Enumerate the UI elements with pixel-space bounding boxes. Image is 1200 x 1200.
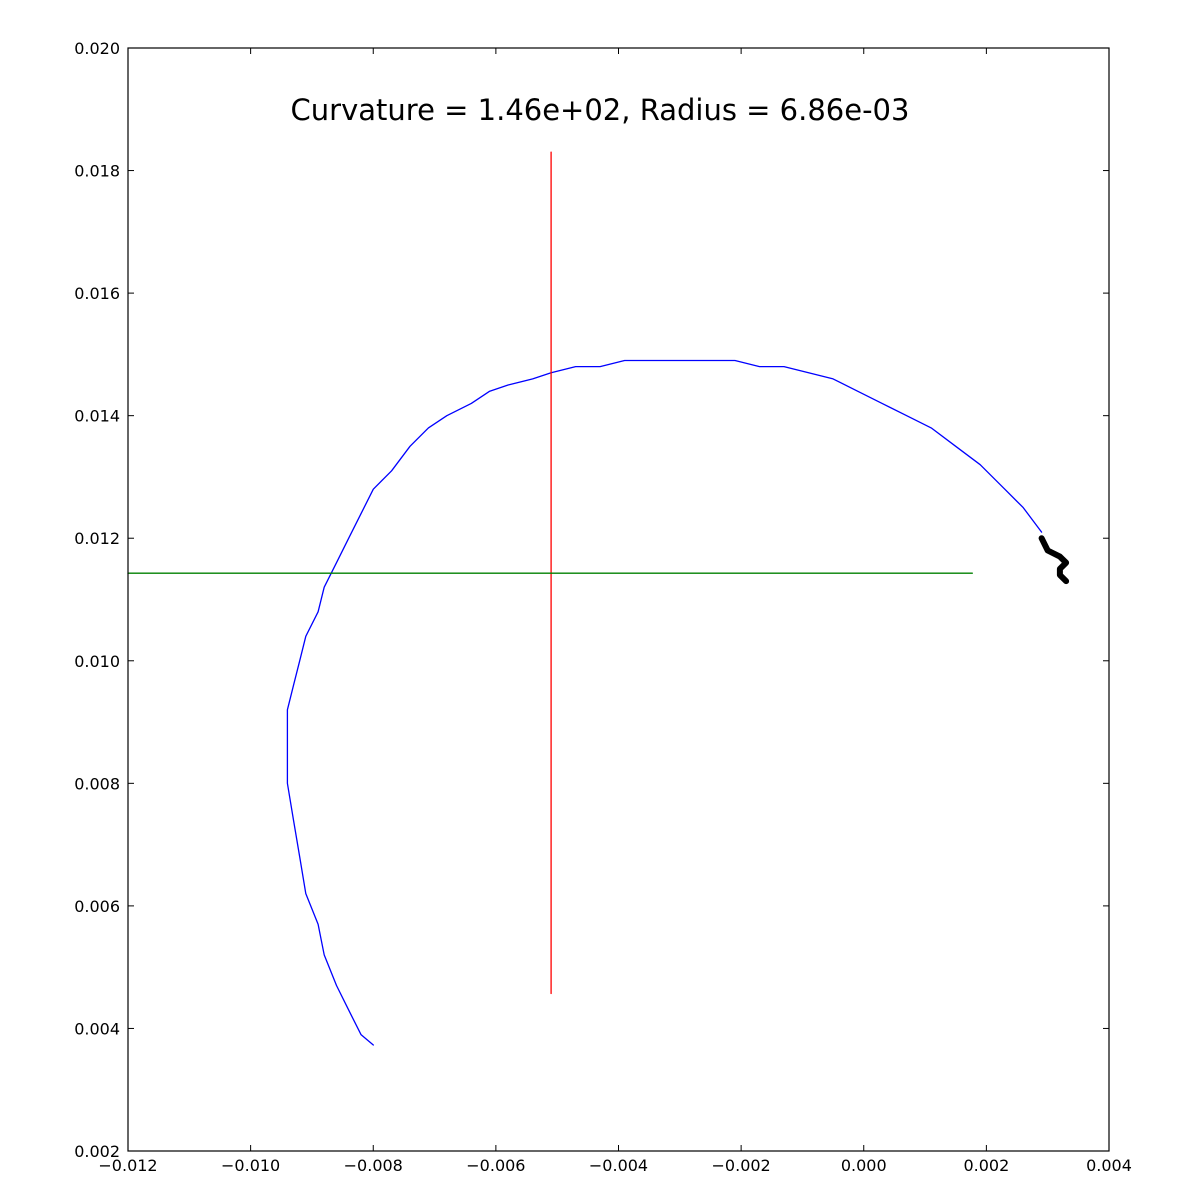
x-tick-label: −0.012	[98, 1156, 157, 1175]
x-tick-label: 0.002	[963, 1156, 1009, 1175]
y-tick-label: 0.008	[74, 774, 120, 793]
y-tick-label: 0.002	[74, 1142, 120, 1161]
x-tick-label: 0.004	[1086, 1156, 1132, 1175]
x-tick-label: −0.004	[589, 1156, 648, 1175]
chart-title: Curvature = 1.46e+02, Radius = 6.86e-03	[291, 93, 910, 127]
axes-frame	[127, 47, 1110, 1152]
y-tick-label: 0.020	[74, 39, 120, 58]
x-tick-label: −0.002	[712, 1156, 771, 1175]
y-tick-label: 0.018	[74, 162, 120, 181]
x-tick-label: 0.000	[841, 1156, 887, 1175]
y-tick-label: 0.016	[74, 284, 120, 303]
tick-layer: −0.012 −0.010 −0.008 −0.006 −0.004 −0.002 0.00…	[74, 39, 1132, 1175]
y-tick-label: 0.006	[74, 897, 120, 916]
y-tick-label: 0.010	[74, 652, 120, 671]
y-tick-label: 0.014	[74, 407, 120, 426]
x-tick-label: −0.010	[221, 1156, 280, 1175]
series-black-segment	[1038, 535, 1070, 585]
series-fitted-arc	[286, 359, 1043, 1046]
y-tick-label: 0.004	[74, 1019, 120, 1038]
y-tick-label: 0.012	[74, 529, 120, 548]
x-tick-label: −0.008	[344, 1156, 403, 1175]
series-layer	[127, 151, 1070, 1046]
x-tick-label: −0.006	[466, 1156, 525, 1175]
